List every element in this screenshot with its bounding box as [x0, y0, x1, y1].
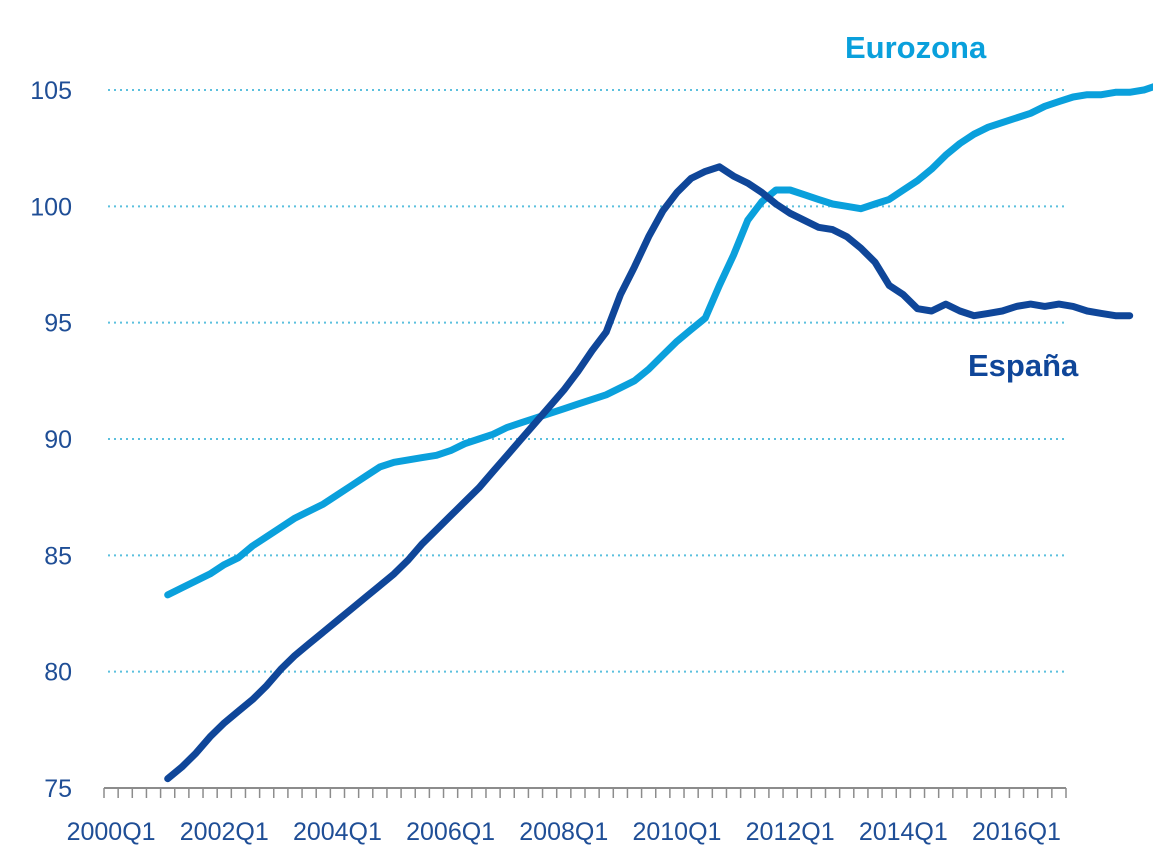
x-tick-label: 2008Q1 — [519, 818, 608, 846]
x-tick-label: 2004Q1 — [293, 818, 382, 846]
y-tick-label: 75 — [44, 775, 72, 803]
series-line-espana — [164, 163, 1134, 783]
y-axis-ticks: 75 80 85 90 95 100 105 — [30, 77, 72, 803]
series-label-espana: España — [968, 348, 1079, 383]
series-lines — [164, 83, 1153, 783]
x-tick-label: 2006Q1 — [406, 818, 495, 846]
y-tick-label: 80 — [44, 659, 72, 687]
x-axis-ticks: 2000Q1 2002Q1 2004Q1 2006Q1 2008Q1 2010Q1 2012… — [67, 818, 1061, 846]
x-tick-label: 2000Q1 — [67, 818, 156, 846]
y-tick-label: 100 — [30, 193, 72, 221]
y-tick-label: 105 — [30, 77, 72, 105]
y-tick-label: 90 — [44, 426, 72, 454]
x-tick-label: 2002Q1 — [180, 818, 269, 846]
y-tick-label: 95 — [44, 310, 72, 338]
series-line-eurozona — [164, 83, 1153, 599]
x-tick-label: 2012Q1 — [746, 818, 835, 846]
series-labels: Eurozona España — [845, 30, 1079, 383]
x-tick-label: 2016Q1 — [972, 818, 1061, 846]
gridlines — [108, 89, 1066, 673]
x-axis — [103, 787, 1067, 798]
x-tick-label: 2010Q1 — [632, 818, 721, 846]
series-label-eurozona: Eurozona — [845, 30, 987, 65]
x-tick-label: 2014Q1 — [859, 818, 948, 846]
y-tick-label: 85 — [44, 542, 72, 570]
